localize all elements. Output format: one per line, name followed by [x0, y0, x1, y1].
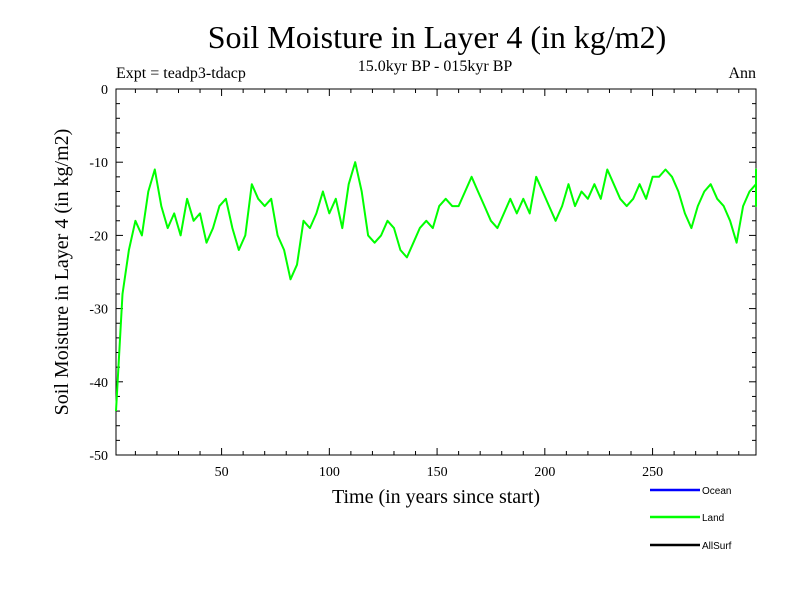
x-tick-label: 250 — [642, 465, 663, 480]
chart-title: Soil Moisture in Layer 4 (in kg/m2) — [208, 19, 667, 55]
x-tick-label: 150 — [427, 465, 448, 480]
legend-label-ocean: Ocean — [702, 486, 731, 497]
x-tick-label: 200 — [534, 465, 555, 480]
chart-subtitle: 15.0kyr BP - 015kyr BP — [358, 58, 513, 75]
x-axis-label: Time (in years since start) — [332, 486, 540, 508]
y-tick-label: -30 — [89, 303, 108, 318]
y-tick-label: -10 — [89, 156, 108, 171]
y-tick-labels: 0 -10 -20 -30 -40 -50 — [89, 83, 108, 464]
y-tick-label: 0 — [101, 83, 108, 98]
x-tick-label: 100 — [319, 465, 340, 480]
axis-ticks — [116, 88, 756, 456]
plot-frame — [115, 88, 757, 456]
x-tick-labels: 50 100 150 200 250 — [215, 465, 663, 480]
legend: Ocean Land AllSurf — [650, 486, 732, 552]
series-line-land — [115, 161, 757, 412]
y-tick-label: -20 — [89, 229, 108, 244]
series-group — [115, 161, 757, 412]
legend-label-allsurf: AllSurf — [702, 541, 732, 552]
x-tick-label: 50 — [215, 465, 229, 480]
y-tick-label: -40 — [89, 376, 108, 391]
expt-label: Expt = teadp3-tdacp — [116, 65, 246, 82]
y-tick-label: -50 — [89, 449, 108, 464]
season-label: Ann — [728, 65, 756, 82]
y-axis-label: Soil Moisture in Layer 4 (in kg/m2) — [51, 129, 73, 416]
legend-label-land: Land — [702, 513, 724, 524]
